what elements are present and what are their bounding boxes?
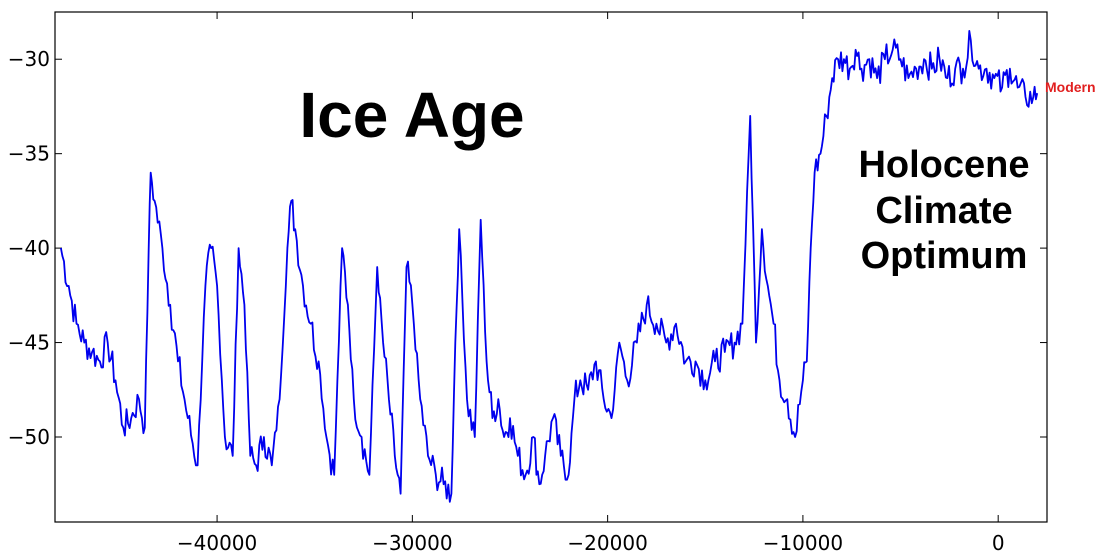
x-tick-label: −30000 (372, 531, 452, 555)
y-tick-label: −35 (8, 142, 50, 166)
y-tick-label: −50 (8, 425, 50, 449)
x-tick-label: −10000 (763, 531, 843, 555)
x-tick-label: −40000 (177, 531, 257, 555)
holocene-label-line3: Optimum (861, 235, 1028, 277)
ice-age-label: Ice Age (299, 79, 524, 151)
holocene-label-line1: Holocene (858, 144, 1029, 186)
series-line (60, 30, 1039, 503)
y-tick-label: −30 (8, 47, 50, 71)
x-tick-label: −20000 (567, 531, 647, 555)
modern-label: Modern (1045, 79, 1096, 95)
y-tick-label: −40 (8, 236, 50, 260)
x-tick-label: 0 (992, 531, 1005, 555)
axis-tick-labels: −40000 −30000 −20000 −10000 0 −30 −35 −40 −45 −50 (8, 47, 1005, 555)
axis-ticks (55, 12, 1047, 522)
y-tick-label: −45 (8, 331, 50, 355)
holocene-label-line2: Climate (875, 190, 1012, 232)
